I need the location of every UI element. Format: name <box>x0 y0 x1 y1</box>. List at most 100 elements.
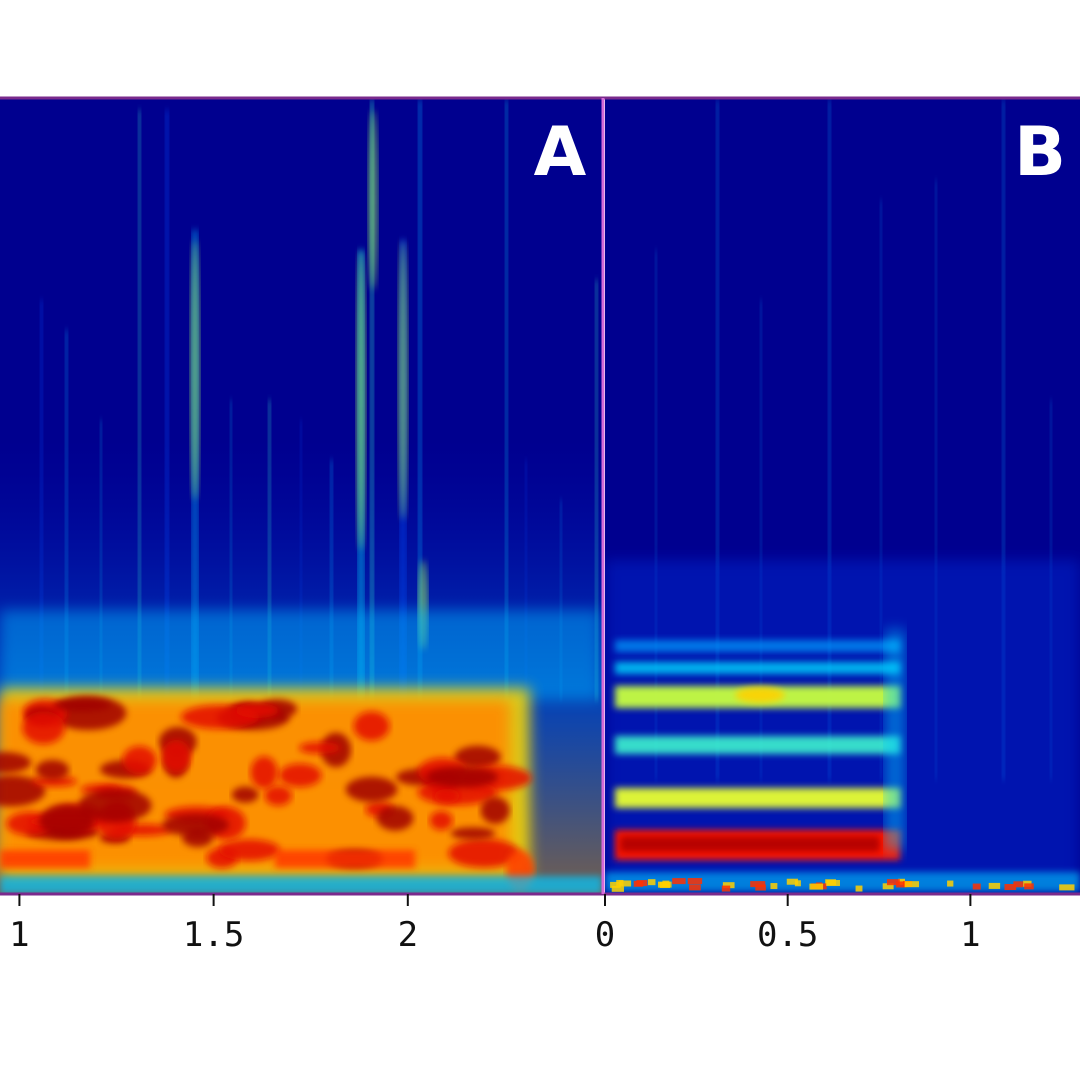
tick-label: 0 <box>595 915 615 955</box>
energy-patch <box>78 788 152 823</box>
energy-patch <box>264 785 292 806</box>
energy-patch <box>53 699 112 712</box>
streak <box>370 100 374 700</box>
floor-speck <box>658 881 672 888</box>
floor-speck <box>610 881 621 888</box>
streak <box>165 110 169 700</box>
band-bottom-red <box>275 850 415 868</box>
tick-label: 1.5 <box>183 915 244 955</box>
harmonic-band <box>615 788 900 808</box>
floor-speck <box>1024 883 1034 890</box>
floor-speck <box>809 883 824 890</box>
energy-patch <box>231 786 259 803</box>
band-bottom-red <box>0 850 90 868</box>
streak <box>65 330 68 700</box>
tick-label: 1 <box>9 915 29 955</box>
floor-speck <box>896 881 907 888</box>
panel-a-transient-streaks <box>40 100 598 700</box>
streak <box>268 400 271 700</box>
floor-speck <box>1013 881 1024 888</box>
streak <box>230 400 232 700</box>
floor-speck <box>1059 884 1075 891</box>
floor-speck <box>1004 884 1017 891</box>
streak-highlight <box>398 240 408 520</box>
floor-speck <box>855 885 863 892</box>
x-axis-ticks: 1 1.5 2 0 0.5 1 <box>9 894 981 955</box>
streak <box>716 100 719 780</box>
streak <box>935 180 937 780</box>
panel-a-energy-bands <box>0 610 602 894</box>
tick-label: 1 <box>960 915 980 955</box>
streak <box>505 100 508 700</box>
energy-patch <box>32 776 77 787</box>
floor-speck <box>882 883 894 890</box>
band-base-cyan <box>0 876 602 894</box>
floor-speck <box>755 884 766 891</box>
energy-patch <box>161 739 192 773</box>
floor-speck <box>750 881 766 888</box>
energy-patch <box>448 838 520 868</box>
floor-speck <box>972 883 981 890</box>
energy-patch <box>376 805 414 831</box>
panel-b-harmonic-bands <box>605 630 1080 892</box>
energy-patch <box>426 766 499 788</box>
floor-speck <box>770 883 778 890</box>
streak <box>300 420 302 700</box>
energy-patch <box>353 711 390 741</box>
streak-highlight <box>368 110 378 290</box>
streak <box>138 110 141 700</box>
energy-patch <box>122 746 157 775</box>
floor-speck <box>786 878 798 885</box>
floor-speck <box>689 884 701 891</box>
tick-label: 2 <box>398 915 418 955</box>
streak <box>100 420 102 700</box>
energy-patch <box>454 745 501 769</box>
tick-label: 0.5 <box>757 915 818 955</box>
energy-patch <box>22 711 65 745</box>
floor-speck <box>904 881 920 888</box>
floor-speck <box>886 879 900 886</box>
streak <box>880 200 882 780</box>
energy-patch <box>345 776 398 802</box>
floor-speck <box>947 880 954 887</box>
streak-highlight <box>356 250 366 550</box>
spectrogram-panel-b <box>605 98 1080 894</box>
floor-speck <box>722 882 735 889</box>
energy-patch <box>429 810 453 831</box>
cyan-haze <box>0 610 600 700</box>
streak <box>760 300 762 780</box>
energy-patch <box>278 763 322 788</box>
energy-patch <box>35 759 70 780</box>
energy-patch <box>219 839 280 861</box>
floor-speck <box>618 880 632 887</box>
floor-speck <box>721 885 731 892</box>
energy-patch <box>39 803 95 838</box>
energy-patch <box>434 788 460 803</box>
streak <box>1002 100 1005 780</box>
energy-patch <box>235 703 279 718</box>
harmonic-band <box>615 640 900 652</box>
energy-patch <box>298 741 341 754</box>
floor-speck <box>687 878 703 885</box>
panel-label-b: B <box>1014 113 1066 192</box>
harmonic-tail <box>885 630 905 850</box>
streak <box>525 460 527 700</box>
panel-label-a: A <box>534 113 587 192</box>
energy-patch <box>182 828 214 848</box>
streak <box>828 100 831 780</box>
streak <box>40 300 43 700</box>
energy-patch <box>250 756 278 789</box>
harmonic-band <box>615 662 900 674</box>
streak <box>330 460 333 700</box>
floor-speck <box>611 885 624 892</box>
energy-patch <box>0 752 32 774</box>
harmonic-band <box>615 736 900 754</box>
energy-patch <box>450 827 496 840</box>
streak <box>655 250 657 780</box>
streak <box>418 100 422 700</box>
floor-speck <box>826 880 840 887</box>
floor-speck <box>672 878 686 885</box>
floor-speck <box>988 882 1001 889</box>
streak <box>560 500 562 700</box>
